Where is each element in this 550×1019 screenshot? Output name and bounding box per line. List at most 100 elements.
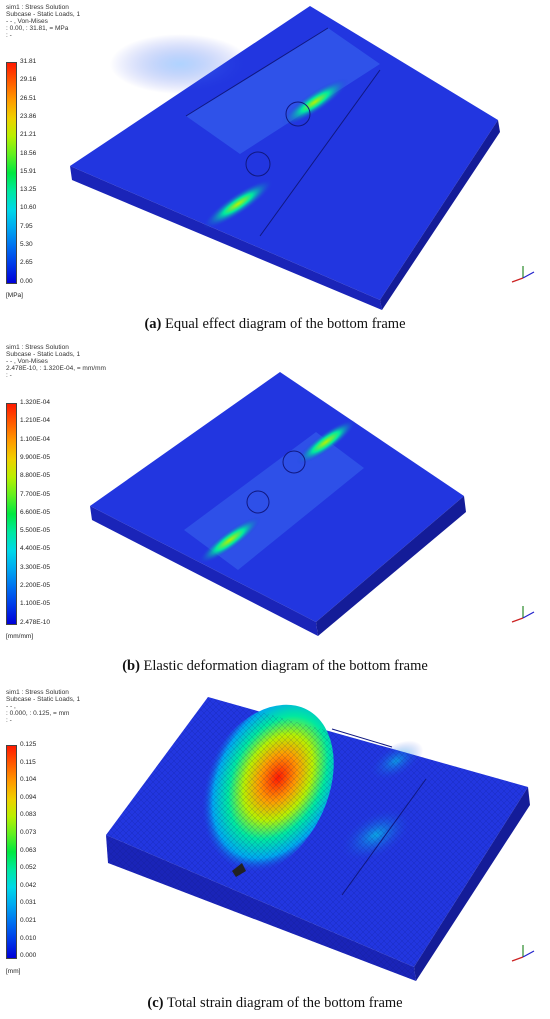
stress-hotspot: [202, 179, 274, 229]
center-plate: [186, 28, 380, 154]
caption-letter: (c): [147, 995, 164, 1011]
legend-tick-label: 29.16: [20, 76, 37, 84]
legend-tick-label: 0.115: [20, 758, 36, 766]
legend-tick-label: 7.95: [20, 222, 33, 230]
legend-tick-label: 7.700E-05: [20, 490, 50, 498]
figure-caption: (a) Equal effect diagram of the bottom f…: [0, 316, 550, 333]
mesh-overlay: [106, 697, 528, 967]
axis-triad-icon: [511, 606, 535, 623]
caption-text: Equal effect diagram of the bottom frame: [161, 316, 406, 332]
stress-hotspot: [281, 78, 349, 126]
header-line: - - , Von-Mises: [6, 18, 48, 25]
header-line: : 0.00, : 31.81, = MPa: [6, 25, 69, 32]
legend-tick-label: 21.21: [20, 131, 37, 139]
bottom-frame-model: [70, 6, 500, 310]
legend-tick-label: 0.073: [20, 829, 37, 836]
plate-edge: [341, 778, 427, 896]
legend-tick-label: 0.021: [20, 917, 37, 924]
header-line: sim1 : Stress Solution: [6, 689, 69, 696]
legend-tick-label: 3.300E-05: [20, 563, 50, 571]
bottom-frame-model: [90, 372, 466, 636]
legend-tick-label: 10.60: [20, 204, 37, 212]
legend-tick-label: 6.600E-05: [20, 508, 50, 516]
legend-tick-label: 4.400E-05: [20, 545, 50, 553]
legend-unit: [mm/mm]: [6, 633, 34, 640]
result-header: sim1 : Stress Solution Subcase - Static …: [6, 344, 106, 379]
legend-tick-label: 0.125: [20, 741, 37, 748]
legend-tick-label: 0.010: [20, 934, 37, 942]
plate-edge: [259, 69, 381, 237]
header-line: Subcase - Static Loads, 1: [6, 11, 81, 18]
legend-tick-label: 5.500E-05: [20, 527, 50, 535]
frame-side-front: [70, 166, 382, 310]
legend-tick-label: 31.81: [20, 58, 37, 65]
panel-b: sim1 : Stress Solution Subcase - Static …: [0, 340, 550, 685]
panel-c: sim1 : Stress Solution Subcase - Static …: [0, 685, 550, 1019]
legend-tick-label: 15.91: [20, 167, 37, 175]
panel-a: sim1 : Stress Solution Subcase - Static …: [0, 0, 550, 340]
legend-tick-label: 0.083: [20, 811, 37, 819]
legend-tick-label: 1.100E-04: [20, 435, 50, 443]
frame-side-right: [316, 496, 466, 636]
legend-tick-label: 9.900E-05: [20, 453, 50, 461]
legend-tick-label: 1.320E-04: [20, 399, 50, 406]
frame-side-front: [90, 506, 318, 636]
legend-tick-label: 1.210E-04: [20, 417, 50, 425]
header-line: - - ,: [6, 703, 16, 710]
result-header: sim1 : Stress Solution Subcase - Static …: [6, 689, 80, 724]
header-line: : 0.000, : 0.125, = mm: [6, 710, 70, 717]
color-legend-bar: [6, 62, 17, 284]
header-line: : -: [6, 372, 12, 379]
legend-unit: [mm]: [6, 968, 21, 975]
legend-tick-label: 2.65: [20, 259, 33, 267]
figure-caption: (c) Total strain diagram of the bottom f…: [0, 995, 550, 1012]
plate-edge: [331, 728, 393, 748]
header-line: sim1 : Stress Solution: [6, 4, 69, 11]
load-marker: [232, 863, 246, 877]
legend-tick-label: 0.042: [20, 881, 37, 889]
strain-hotspot: [296, 419, 356, 465]
legend-tick-label: 0.063: [20, 846, 37, 854]
mesh-overlay-side: [106, 835, 416, 981]
caption-text: Total strain diagram of the bottom frame: [163, 995, 403, 1011]
legend-tick-label: 2.478E-10: [20, 618, 50, 626]
header-line: Subcase - Static Loads, 1: [6, 351, 81, 358]
color-legend-bar: [6, 745, 17, 959]
legend-tick-label: 1.100E-05: [20, 600, 50, 608]
header-line: sim1 : Stress Solution: [6, 344, 69, 351]
legend-tick-label: 13.25: [20, 186, 37, 194]
bolt-hole: [282, 450, 306, 474]
bolt-hole: [245, 151, 271, 177]
caption-letter: (a): [144, 316, 162, 332]
legend-tick-label: 2.200E-05: [20, 582, 50, 589]
legend-tick-label: 0.000: [20, 952, 37, 960]
caption-text: Elastic deformation diagram of the botto…: [139, 658, 428, 674]
legend-tick-label: 5.30: [20, 241, 33, 248]
axis-triad-icon: [511, 945, 535, 962]
legend-tick-label: 0.094: [20, 793, 37, 801]
color-legend-bar: [6, 403, 17, 625]
caption-letter: (b): [122, 658, 140, 674]
legend-tick-label: 0.031: [20, 899, 37, 907]
header-line: : -: [6, 717, 12, 724]
result-header: sim1 : Stress Solution Subcase - Static …: [6, 4, 80, 39]
header-line: Subcase - Static Loads, 1: [6, 696, 81, 703]
legend-tick-label: 0.00: [20, 277, 33, 285]
frame-side-right: [414, 787, 530, 981]
stress-zone: [110, 34, 250, 94]
legend-tick-label: 0.104: [20, 776, 37, 784]
bolt-hole: [246, 490, 270, 514]
figure-caption: (b) Elastic deformation diagram of the b…: [0, 658, 550, 675]
legend-tick-label: 18.56: [20, 149, 37, 157]
axis-triad-icon: [511, 266, 535, 283]
header-line: - - , Von-Mises: [6, 358, 48, 365]
legend-tick-label: 0.052: [20, 864, 37, 872]
legend-tick-label: 26.51: [20, 94, 37, 102]
legend-tick-label: 23.86: [20, 112, 37, 120]
bottom-frame-model: [106, 697, 530, 981]
frame-side-right: [380, 120, 500, 310]
bolt-hole: [285, 101, 311, 127]
strain-hotspot: [198, 516, 262, 564]
frame-top: [70, 6, 498, 300]
header-line: : -: [6, 32, 12, 39]
